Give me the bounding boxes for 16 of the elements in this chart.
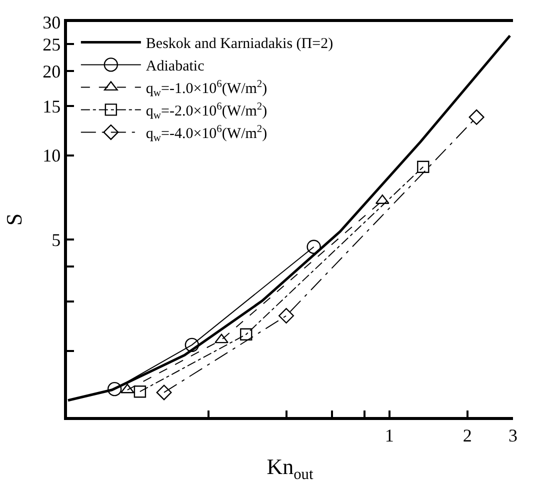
- legend-label: q$_{w}$=-2.0×10$^{6}$(W/m$^{2}$): [146, 101, 268, 122]
- y-tick-label: 25: [42, 34, 61, 54]
- legend-label: Beskok and Karniadakis (Π=2): [146, 36, 334, 52]
- x-tick-label: 2: [462, 425, 472, 446]
- legend-label: q$_{w}$=-1.0×10$^{6}$(W/m$^{2}$): [146, 78, 268, 100]
- y-tick-label: 10: [42, 146, 61, 166]
- y-tick-label: 20: [42, 62, 61, 82]
- y-axis-title: S: [1, 213, 26, 226]
- y-tick-label: 30: [42, 12, 61, 32]
- x-tick-label: 3: [508, 425, 518, 446]
- legend-label: q$_{w}$=-4.0×10$^{6}$(W/m$^{2}$): [146, 124, 268, 144]
- legend-label: Adiabatic: [146, 58, 205, 75]
- x-tick-label: 1: [384, 425, 394, 446]
- y-tick-label: 5: [52, 230, 61, 250]
- x-axis-title: Kn$_{out}$: [266, 454, 314, 483]
- y-tick-label: 15: [42, 96, 61, 116]
